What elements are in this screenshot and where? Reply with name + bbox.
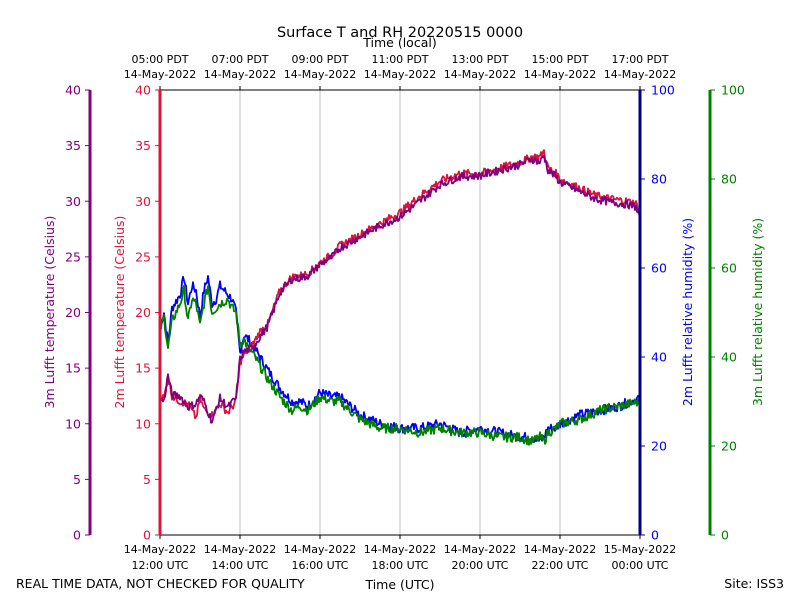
y-tick-label-t2m: 25 — [135, 249, 151, 264]
y-tick-label-t2m: 30 — [135, 194, 151, 209]
y-tick-label-t2m: 15 — [135, 361, 151, 376]
x-tick-label-bottom-time: 18:00 UTC — [371, 559, 428, 572]
x-tick-label-bottom-date: 14-May-2022 — [204, 543, 276, 556]
y-tick-label-t3m: 20 — [65, 305, 81, 320]
y-tick-label-rh2m: 60 — [651, 261, 667, 276]
x-tick-label-bottom-date: 14-May-2022 — [524, 543, 596, 556]
x-tick-label-bottom-time: 14:00 UTC — [211, 559, 268, 572]
series-line-rh3m — [159, 284, 641, 446]
y-tick-label-rh2m: 40 — [651, 350, 667, 365]
y-tick-label-t2m: 20 — [135, 305, 151, 320]
x-tick-label-top-time: 11:00 PDT — [371, 53, 428, 66]
x-tick-label-bottom-date: 14-May-2022 — [364, 543, 436, 556]
y-tick-label-t3m: 40 — [65, 83, 81, 98]
y-tick-label-rh3m: 40 — [721, 350, 737, 365]
x-tick-label-top-time: 05:00 PDT — [131, 53, 188, 66]
t2m-axis-label: 2m Lufft temperature (Celsius) — [112, 216, 127, 409]
y-tick-label-t2m: 40 — [135, 83, 151, 98]
x-tick-label-bottom-date: 14-May-2022 — [124, 543, 196, 556]
top-axis-label: Time (local) — [362, 35, 436, 50]
x-tick-label-top-date: 14-May-2022 — [284, 68, 356, 81]
x-tick-label-bottom-date: 14-May-2022 — [284, 543, 356, 556]
y-tick-label-rh3m: 60 — [721, 261, 737, 276]
x-tick-label-top-time: 09:00 PDT — [291, 53, 348, 66]
y-tick-label-t2m: 5 — [143, 472, 151, 487]
x-tick-label-top-date: 14-May-2022 — [204, 68, 276, 81]
y-tick-label-rh3m: 20 — [721, 439, 737, 454]
y-tick-label-rh3m: 80 — [721, 172, 737, 187]
bottom-axis-label: Time (UTC) — [364, 577, 434, 592]
t3m-axis-label: 3m Lufft temperature (Celsius) — [42, 216, 57, 409]
x-tick-label-bottom-date: 14-May-2022 — [444, 543, 516, 556]
x-tick-label-top-date: 14-May-2022 — [524, 68, 596, 81]
y-tick-label-rh2m: 20 — [651, 439, 667, 454]
x-tick-label-top-time: 15:00 PDT — [531, 53, 588, 66]
y-tick-label-t3m: 10 — [65, 416, 81, 431]
x-tick-label-top-date: 14-May-2022 — [444, 68, 516, 81]
y-tick-label-rh3m: 100 — [721, 83, 745, 98]
site-label: Site: ISS3 — [724, 576, 784, 591]
y-tick-label-rh3m: 0 — [721, 528, 729, 543]
y-tick-label-t2m: 35 — [135, 138, 151, 153]
chart-title: Surface T and RH 20220515 0000 — [277, 25, 523, 41]
series-layer — [159, 149, 641, 446]
quality-disclaimer: REAL TIME DATA, NOT CHECKED FOR QUALITY — [16, 576, 305, 591]
x-tick-label-top-time: 07:00 PDT — [211, 53, 268, 66]
axis-ticks: 14-May-2022 12:00 UTC 14-May-2022 14:00 UTC… — [65, 53, 745, 572]
x-tick-label-top-date: 14-May-2022 — [124, 68, 196, 81]
rh2m-axis-label: 2m Lufft relative humidity (%) — [680, 218, 695, 406]
gridlines — [239, 90, 561, 535]
y-tick-label-t3m: 30 — [65, 194, 81, 209]
x-tick-label-top-time: 13:00 PDT — [451, 53, 508, 66]
rh3m-axis-label: 3m Lufft relative humidity (%) — [750, 218, 765, 406]
y-tick-label-t3m: 15 — [65, 361, 81, 376]
x-tick-label-top-date: 14-May-2022 — [604, 68, 676, 81]
x-tick-label-bottom-time: 00:00 UTC — [611, 559, 668, 572]
x-tick-label-bottom-time: 12:00 UTC — [131, 559, 188, 572]
x-tick-label-top-date: 14-May-2022 — [364, 68, 436, 81]
y-tick-label-t2m: 10 — [135, 416, 151, 431]
y-tick-label-t3m: 25 — [65, 249, 81, 264]
y-tick-label-rh2m: 100 — [651, 83, 675, 98]
x-tick-label-bottom-date: 15-May-2022 — [604, 543, 676, 556]
x-tick-label-bottom-time: 22:00 UTC — [531, 559, 588, 572]
series-line-t3m — [159, 154, 641, 424]
y-tick-label-t3m: 5 — [73, 472, 81, 487]
y-tick-label-rh2m: 80 — [651, 172, 667, 187]
series-line-rh2m — [159, 274, 641, 444]
x-tick-label-bottom-time: 16:00 UTC — [291, 559, 348, 572]
y-tick-label-t3m: 0 — [73, 528, 81, 543]
y-tick-label-t2m: 0 — [143, 528, 151, 543]
x-tick-label-top-time: 17:00 PDT — [611, 53, 668, 66]
y-tick-label-rh2m: 0 — [651, 528, 659, 543]
x-tick-label-bottom-time: 20:00 UTC — [451, 559, 508, 572]
y-tick-label-t3m: 35 — [65, 138, 81, 153]
